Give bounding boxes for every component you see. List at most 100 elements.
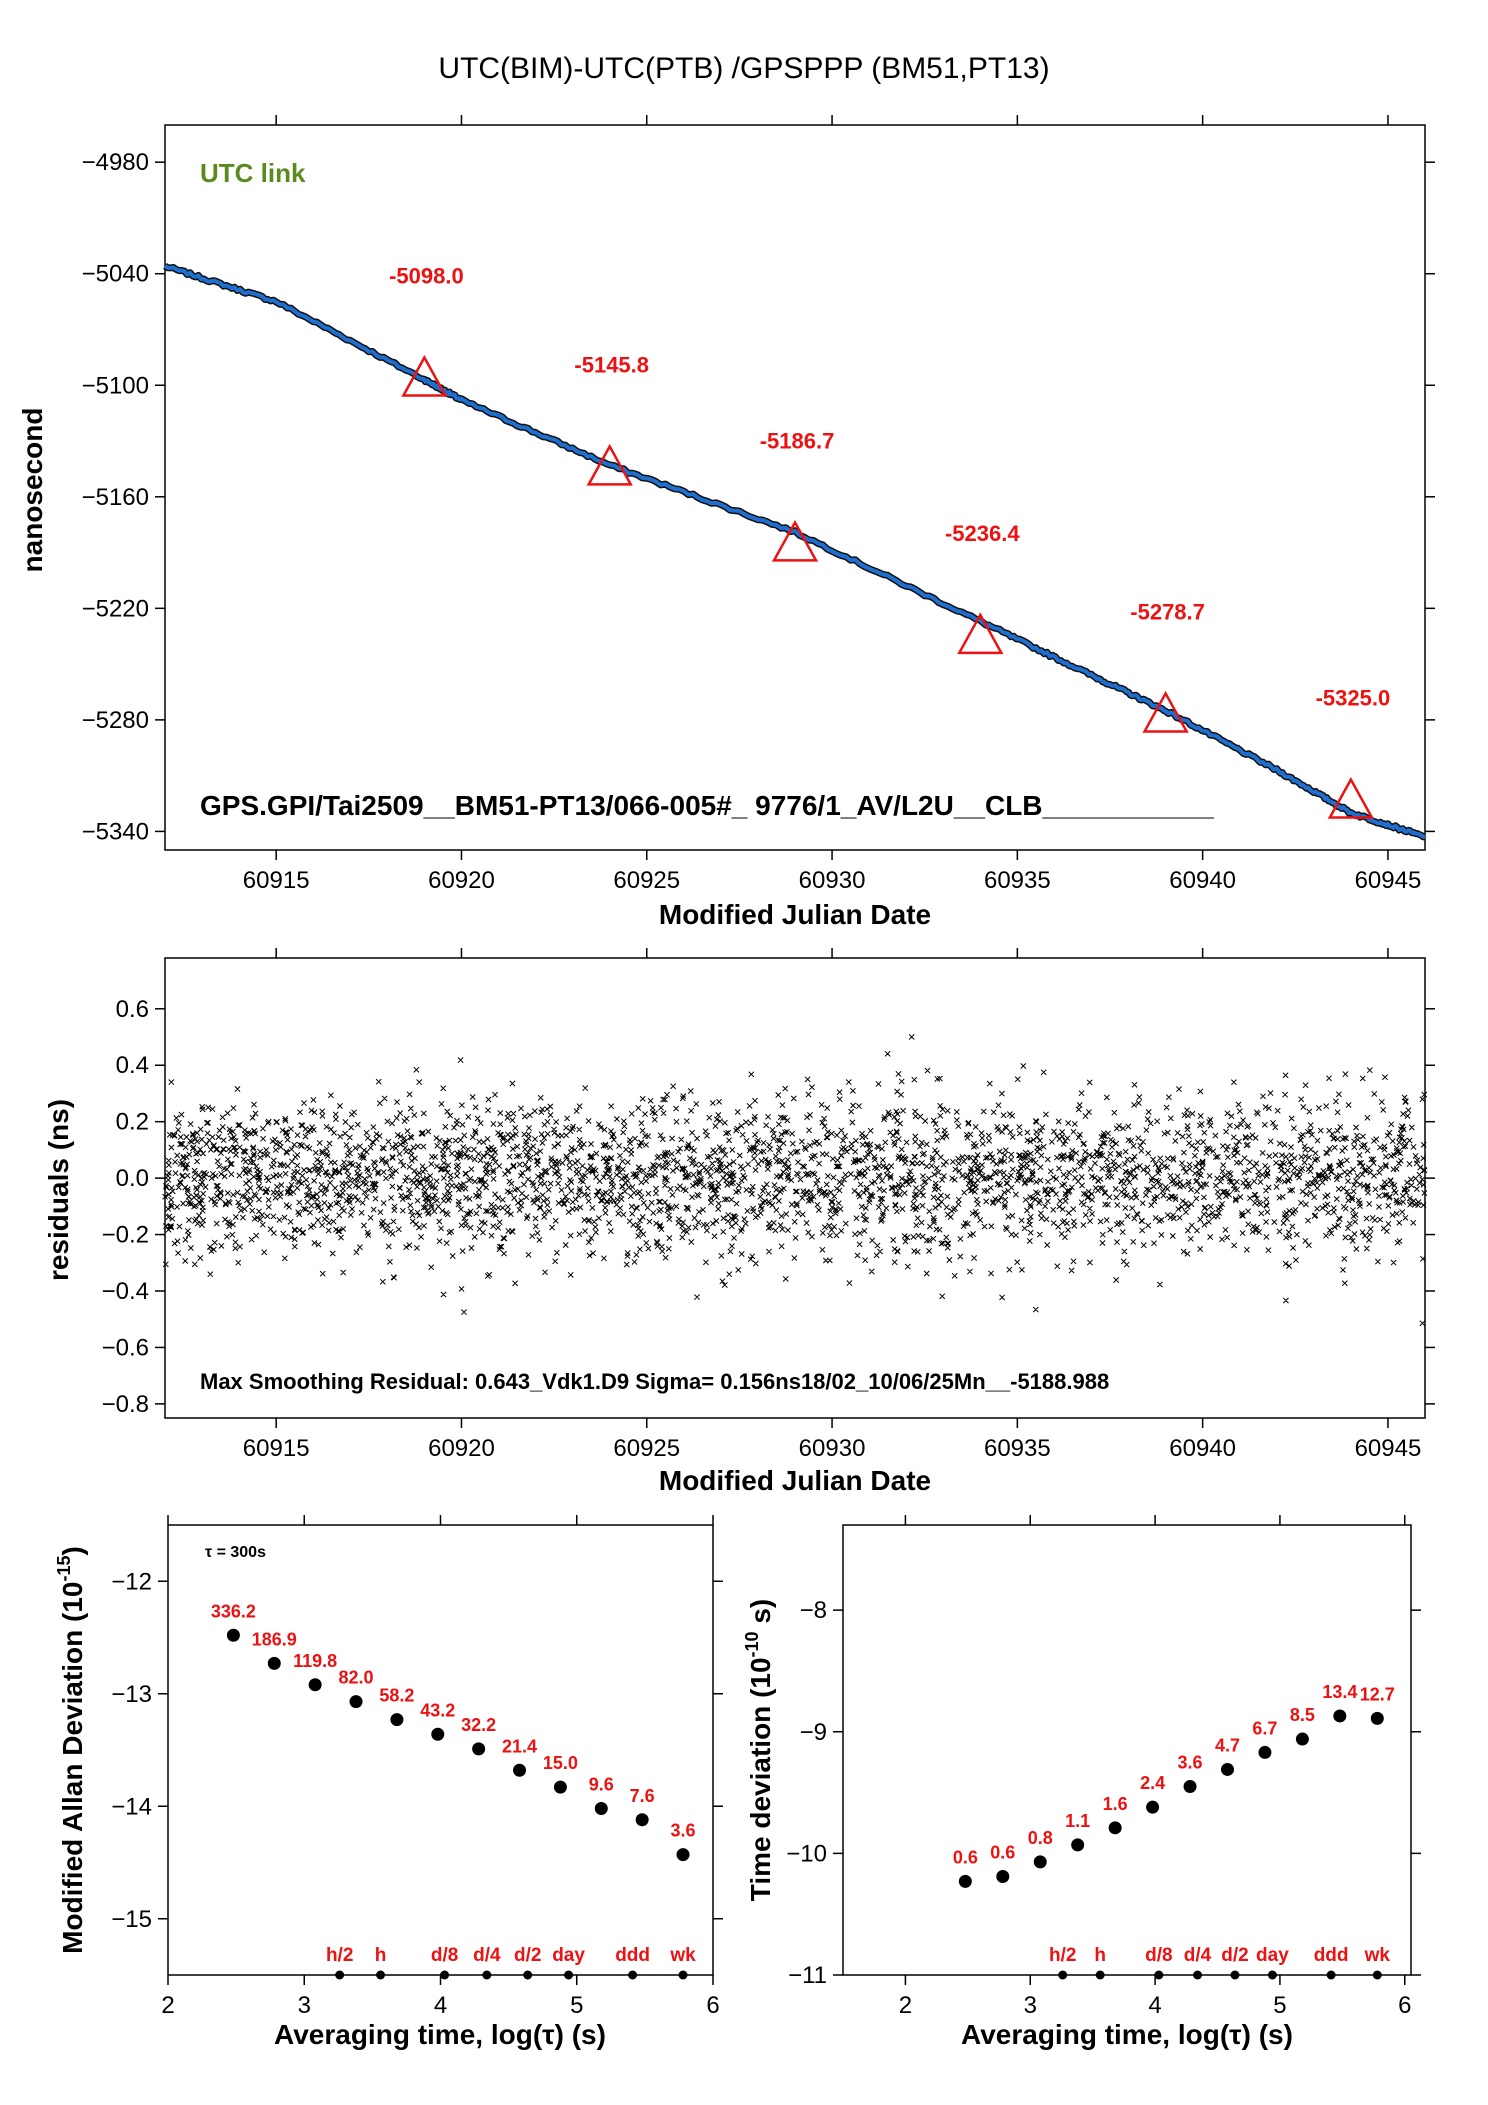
residuals-y-tick-label: 0.6 <box>116 996 149 1023</box>
marker-triangle <box>957 612 1004 655</box>
phase-y-tick-label: −5160 <box>82 484 149 511</box>
residuals-x-tick-label: 60935 <box>984 1435 1051 1462</box>
residuals-y-tick-label: −0.8 <box>102 1391 149 1418</box>
tdev-point-label: 1.6 <box>1103 1794 1128 1814</box>
tdev-ref-dot <box>1058 1970 1068 1980</box>
allan-x-tick-label: 2 <box>161 1992 174 2019</box>
allan-point <box>267 1656 281 1670</box>
utc-link-curve-outline <box>163 263 1427 841</box>
tdev-ref-label: d/8 <box>1145 1945 1172 1966</box>
allan-y-tick-label: −14 <box>111 1793 152 1820</box>
tdev-ref-label: h <box>1094 1945 1106 1966</box>
tdev-ylabel-exp: -10 <box>742 1631 762 1657</box>
allan-point-label: 186.9 <box>252 1629 297 1649</box>
tdev-ylabel-unit: (10 <box>745 1657 776 1697</box>
allan-ref-label: d/2 <box>514 1945 541 1966</box>
tdev-ref-dot <box>1326 1970 1336 1980</box>
phase-x-tick-label: 60920 <box>428 867 495 894</box>
residuals-y-tick-label: 0.4 <box>116 1052 149 1079</box>
tdev-point <box>1370 1711 1384 1725</box>
residuals-x-tick-label: 60930 <box>799 1435 866 1462</box>
allan-point <box>635 1813 649 1827</box>
residuals-plot-frame <box>164 957 1426 1419</box>
tdev-x-tick-label: 6 <box>1398 1992 1411 2019</box>
residuals-y-tick-label: −0.4 <box>102 1278 149 1305</box>
phase-y-tick-label: −4980 <box>82 149 149 176</box>
residuals-x-tick-label: 60925 <box>613 1435 680 1462</box>
marker-value-label: -5325.0 <box>1316 686 1391 711</box>
allan-point <box>390 1713 404 1727</box>
tdev-ref-dot <box>1372 1970 1382 1980</box>
tdev-ref-label: d/2 <box>1221 1945 1248 1966</box>
tdev-point <box>1183 1779 1197 1793</box>
tdev-x-tick-label: 3 <box>1024 1992 1037 2019</box>
allan-ref-dot <box>335 1970 345 1980</box>
residuals-x-tick-label: 60915 <box>243 1435 310 1462</box>
allan-y-tick-label: −13 <box>111 1681 152 1708</box>
tdev-point-label: 8.5 <box>1290 1705 1315 1725</box>
tdev-ylabel-text: Time deviation <box>745 1706 776 1902</box>
phase-x-tick-label: 60925 <box>613 867 680 894</box>
allan-y-tick-label: −12 <box>111 1568 152 1595</box>
tdev-point-label: 4.7 <box>1215 1735 1240 1755</box>
allan-ref-label: d/4 <box>473 1945 501 1966</box>
tdev-point <box>1295 1732 1309 1746</box>
allan-point <box>553 1780 567 1794</box>
tdev-ref-label: ddd <box>1314 1945 1349 1966</box>
marker-value-label: -5186.7 <box>760 428 835 453</box>
utc-link-legend: UTC link <box>200 158 306 188</box>
allan-point <box>472 1742 486 1756</box>
residuals-x-axis-label: Modified Julian Date <box>659 1465 931 1496</box>
tdev-point-label: 0.6 <box>990 1842 1015 1862</box>
tdev-x-axis-label: Averaging time, log(τ) (s) <box>961 2019 1293 2050</box>
marker-triangle <box>771 519 819 562</box>
residuals-x-tick-label: 60940 <box>1169 1435 1236 1462</box>
tdev-point <box>1333 1709 1347 1723</box>
allan-point-label: 32.2 <box>461 1715 496 1735</box>
allan-ref-label: h/2 <box>326 1945 353 1966</box>
phase-x-tick-label: 60945 <box>1355 867 1422 894</box>
allan-y-axis-label: Modified Allan Deviation (10-15) <box>54 1546 88 1954</box>
allan-point-label: 119.8 <box>293 1651 337 1671</box>
tdev-point-label: 0.8 <box>1028 1828 1053 1848</box>
allan-ref-dot <box>376 1970 386 1980</box>
allan-ylabel-text: Modified Allan Deviation <box>57 1630 88 1954</box>
residuals-y-tick-label: 0.2 <box>116 1109 149 1136</box>
tdev-point <box>1146 1800 1160 1814</box>
phase-panel: 60915 60920 60925 60930 60935 60940 60945 −4980… <box>17 115 1435 930</box>
allan-ylabel-exp: -15 <box>54 1555 74 1581</box>
tdev-point-label: 3.6 <box>1178 1752 1203 1772</box>
tau-note: τ = 300s <box>205 1544 266 1561</box>
phase-x-tick-label: 60930 <box>799 867 866 894</box>
allan-ylabel-tail: ) <box>57 1546 88 1555</box>
tdev-point-label: 1.1 <box>1065 1811 1090 1831</box>
residuals-y-tick-label: −0.6 <box>102 1334 149 1361</box>
residual-points <box>162 1033 1428 1327</box>
allan-ref-dot <box>628 1970 638 1980</box>
allan-ref-label: day <box>552 1945 585 1966</box>
tdev-panel: 2 3 4 5 6 −8 −9 −10 −11 0.6 0.6 0.8 1.1 1.6 2.4 3.6 4.7… <box>742 1515 1421 2050</box>
tdev-ref-dot <box>1193 1970 1203 1980</box>
tdev-ref-dot <box>1267 1970 1277 1980</box>
allan-x-tick-label: 6 <box>706 1992 719 2019</box>
marker-value-label: -5278.7 <box>1130 599 1205 624</box>
allan-point-label: 9.6 <box>589 1775 614 1795</box>
allan-point-label: 7.6 <box>630 1786 655 1806</box>
allan-plot-frame <box>167 1524 714 1976</box>
allan-point <box>594 1802 608 1815</box>
allan-point-label: 82.0 <box>339 1668 374 1688</box>
phase-y-tick-label: −5100 <box>82 372 149 399</box>
tdev-point <box>1033 1855 1047 1869</box>
tdev-y-tick-label: −11 <box>788 1962 827 1989</box>
tdev-plot-frame <box>842 1524 1412 1976</box>
allan-point <box>513 1763 527 1777</box>
tdev-y-tick-label: −10 <box>786 1840 827 1867</box>
allan-ref-dot <box>440 1970 450 1980</box>
allan-ref-label: ddd <box>615 1945 650 1966</box>
chart-title: UTC(BIM)-UTC(PTB) /GPSPPP (BM51,PT13) <box>438 52 1049 85</box>
allan-x-tick-label: 5 <box>570 1992 583 2019</box>
allan-ref-dot <box>564 1970 574 1980</box>
marker-triangle <box>1142 690 1189 733</box>
phase-y-tick-label: −5040 <box>82 261 149 288</box>
